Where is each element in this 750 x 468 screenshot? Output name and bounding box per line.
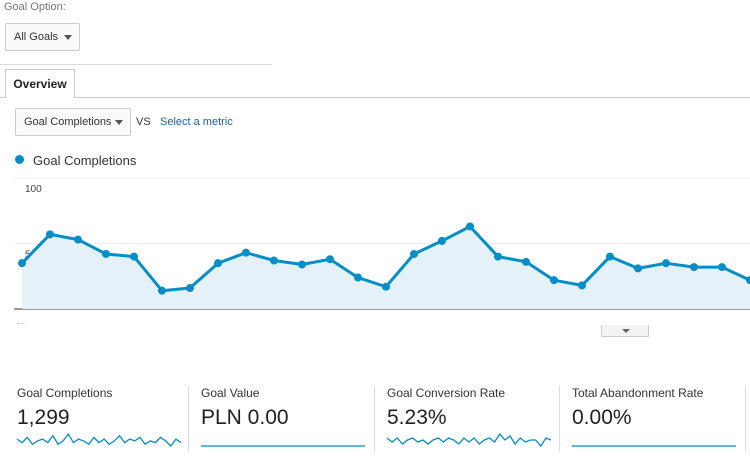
data-point (298, 260, 306, 269)
data-point (718, 263, 726, 272)
data-point (102, 249, 110, 258)
data-point (242, 248, 250, 257)
sparkline-path (17, 432, 181, 447)
data-point (550, 276, 558, 285)
kpi-sparkline (572, 445, 736, 447)
divider (0, 64, 272, 65)
kpi-sparkline (201, 445, 365, 447)
series-area (22, 226, 750, 309)
goal-option-selected-value: All Goals (14, 31, 59, 43)
data-point (158, 286, 166, 295)
kpi-divider (188, 386, 189, 452)
data-point (634, 264, 642, 273)
kpi-label: Goal Value (201, 386, 260, 400)
data-point (46, 230, 54, 239)
chevron-down-icon (64, 35, 72, 40)
metric-dropdown[interactable]: Goal Completions (15, 108, 131, 136)
goal-completions-chart: 10050 (14, 177, 750, 310)
metric-dropdown-selected-value: Goal Completions (24, 116, 112, 128)
data-point (410, 249, 418, 258)
data-point (186, 284, 194, 293)
vs-label: VS (136, 116, 151, 128)
tab-overview-label: Overview (13, 77, 67, 91)
kpi-divider (374, 386, 375, 452)
kpi-goal-conversion-rate[interactable]: Goal Conversion Rate 5.23% (387, 386, 557, 456)
more-indicator: ... (17, 316, 26, 327)
data-point (18, 259, 26, 268)
kpi-label: Goal Completions (17, 386, 113, 400)
kpi-label: Total Abandonment Rate (572, 386, 704, 400)
data-point (662, 259, 670, 268)
kpi-sparkline (17, 432, 181, 447)
kpi-divider (559, 386, 560, 452)
data-point (522, 257, 530, 266)
data-point (438, 236, 446, 245)
kpi-value: 1,299 (17, 406, 70, 429)
data-point (466, 222, 474, 231)
kpi-goal-value[interactable]: Goal Value PLN 0.00 (201, 386, 371, 456)
y-tick-label: 100 (25, 184, 42, 195)
kpi-total-abandonment-rate[interactable]: Total Abandonment Rate 0.00% (572, 386, 742, 456)
data-point (382, 282, 390, 291)
kpi-sparkline (387, 432, 551, 448)
data-point (270, 256, 278, 265)
data-point (354, 273, 362, 282)
tab-overview[interactable]: Overview (5, 69, 75, 98)
kpi-value: PLN 0.00 (201, 406, 289, 429)
kpi-divider (745, 386, 746, 452)
data-point (690, 263, 698, 272)
tab-bar-divider (0, 97, 750, 98)
goal-option-label: Goal Option: (4, 1, 66, 13)
data-point (326, 255, 334, 264)
kpi-value: 0.00% (572, 406, 632, 429)
data-point (214, 259, 222, 268)
sparkline-path (387, 432, 551, 448)
legend-label: Goal Completions (33, 153, 137, 168)
select-metric-link[interactable]: Select a metric (160, 116, 233, 128)
data-point (746, 276, 750, 285)
chevron-down-icon (115, 120, 123, 125)
data-point (606, 252, 614, 261)
data-point (494, 252, 502, 261)
kpi-value: 5.23% (387, 406, 447, 429)
data-point (578, 281, 586, 290)
data-point (130, 252, 138, 261)
goal-option-dropdown[interactable]: All Goals (5, 23, 80, 51)
kpi-goal-completions[interactable]: Goal Completions 1,299 (17, 386, 187, 456)
legend-dot-icon (15, 155, 24, 164)
data-point (74, 235, 82, 244)
chart-collapse-handle[interactable] (601, 325, 649, 337)
chevron-down-icon (622, 329, 630, 333)
kpi-label: Goal Conversion Rate (387, 386, 506, 400)
